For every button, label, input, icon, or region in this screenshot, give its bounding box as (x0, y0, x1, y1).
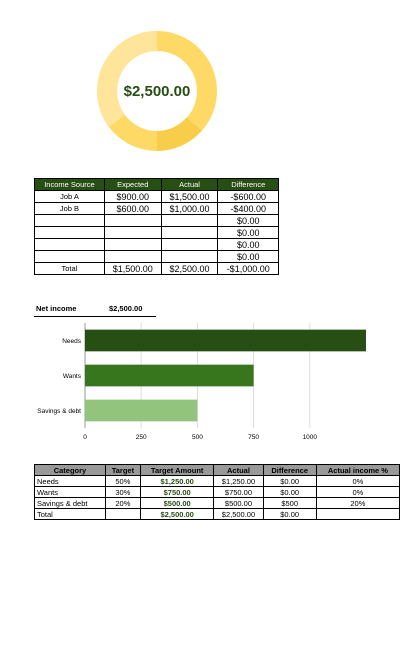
x-tick-label: 1000 (303, 434, 318, 441)
cell-difference[interactable]: $0.00 (262, 475, 317, 487)
cell-expected[interactable] (103, 214, 162, 227)
cell-total-difference[interactable]: -$1,000.00 (217, 262, 279, 275)
header-actual: Actual (213, 464, 264, 476)
cell-actual[interactable] (160, 250, 219, 263)
cell-difference[interactable]: -$600.00 (217, 190, 279, 203)
cell-total-actual-income-pct[interactable] (315, 508, 401, 520)
bar-needs[interactable] (85, 329, 366, 352)
table-row-total: Total $1,500.00 $2,500.00 -$1,000.00 (34, 262, 279, 275)
cell-source[interactable]: Job B (34, 202, 105, 215)
cell-total-difference[interactable]: $0.00 (262, 508, 317, 520)
income-table-header: Income Source Expected Actual Difference (34, 178, 279, 191)
table-row: Wants 30% $750.00 $750.00 $0.00 0% (34, 486, 401, 498)
header-actual-income-pct: Actual income % (315, 464, 401, 476)
cell-difference[interactable]: $500 (262, 497, 317, 509)
header-target-amount: Target Amount (139, 464, 215, 476)
cell-total-target-amount[interactable]: $2,500.00 (139, 508, 215, 520)
x-tick-label: 750 (248, 434, 259, 441)
cell-total-target[interactable] (104, 508, 141, 520)
category-label: Savings & debt (37, 408, 81, 415)
table-row: $0.00 (34, 226, 279, 239)
net-income-row: Net income $2,500.00 (34, 303, 156, 317)
header-actual: Actual (160, 178, 219, 191)
cell-actual-income-pct[interactable]: 0% (315, 486, 401, 498)
x-tick-label: 500 (192, 434, 203, 441)
cell-difference[interactable]: $0.00 (217, 214, 279, 227)
donut-ring-shade (156, 117, 202, 151)
cell-category[interactable]: Needs (34, 475, 106, 487)
x-tick-label: 0 (83, 434, 87, 441)
cell-target[interactable]: 30% (104, 486, 141, 498)
table-row: Job B $600.00 $1,000.00 -$400.00 (34, 202, 279, 215)
category-label: Needs (62, 338, 82, 345)
donut-svg (97, 31, 217, 151)
table-row: Savings & debt 20% $500.00 $500.00 $500 … (34, 497, 401, 509)
category-label: Wants (63, 373, 82, 380)
table-row: Needs 50% $1,250.00 $1,250.00 $0.00 0% (34, 475, 401, 487)
cell-source[interactable] (34, 226, 105, 239)
cell-difference[interactable]: -$400.00 (217, 202, 279, 215)
cell-actual[interactable]: $1,250.00 (213, 475, 264, 487)
net-income-value[interactable]: $2,500.00 (109, 304, 143, 313)
header-category: Category (34, 464, 106, 476)
cell-actual[interactable]: $1,000.00 (160, 202, 219, 215)
cell-actual[interactable] (160, 238, 219, 251)
table-row: Job A $900.00 $1,500.00 -$600.00 (34, 190, 279, 203)
cell-source[interactable] (34, 238, 105, 251)
header-expected: Expected (103, 178, 162, 191)
cell-total-label[interactable]: Total (34, 262, 105, 275)
donut-center-value: $2,500.00 (123, 82, 191, 100)
cell-total-label[interactable]: Total (34, 508, 106, 520)
cell-source[interactable] (34, 250, 105, 263)
header-difference: Difference (217, 178, 279, 191)
table-row-total: Total $2,500.00 $2,500.00 $0.00 (34, 508, 401, 520)
cell-category[interactable]: Wants (34, 486, 106, 498)
bar-wants[interactable] (85, 364, 254, 387)
cell-target[interactable]: 50% (104, 475, 141, 487)
category-table-header: Category Target Target Amount Actual Dif… (34, 464, 401, 476)
category-table: Category Target Target Amount Actual Dif… (34, 464, 401, 520)
net-income-label: Net income (36, 304, 77, 313)
cell-actual-income-pct[interactable]: 20% (315, 497, 401, 509)
table-row: $0.00 (34, 214, 279, 227)
cell-source[interactable] (34, 214, 105, 227)
table-row: $0.00 (34, 250, 279, 263)
cell-expected[interactable]: $600.00 (103, 202, 162, 215)
cell-total-actual[interactable]: $2,500.00 (160, 262, 219, 275)
cell-actual[interactable]: $1,500.00 (160, 190, 219, 203)
income-donut-chart: $2,500.00 (96, 30, 218, 152)
cell-expected[interactable]: $900.00 (103, 190, 162, 203)
donut-ring-highlight (97, 31, 158, 127)
cell-actual-income-pct[interactable]: 0% (315, 475, 401, 487)
cell-total-actual[interactable]: $2,500.00 (213, 508, 264, 520)
cell-difference[interactable]: $0.00 (217, 250, 279, 263)
cell-target-amount[interactable]: $1,250.00 (139, 475, 215, 487)
header-target: Target (104, 464, 141, 476)
cell-actual[interactable]: $500.00 (213, 497, 264, 509)
cell-difference[interactable]: $0.00 (217, 238, 279, 251)
budget-bar-chart: 0 250 500 750 1000 Needs Wants Savings & debt (37, 323, 366, 441)
cell-total-expected[interactable]: $1,500.00 (103, 262, 162, 275)
cell-expected[interactable] (103, 238, 162, 251)
cell-target[interactable]: 20% (104, 497, 141, 509)
cell-expected[interactable] (103, 250, 162, 263)
cell-source[interactable]: Job A (34, 190, 105, 203)
cell-actual[interactable] (160, 214, 219, 227)
cell-difference[interactable]: $0.00 (262, 486, 317, 498)
cell-target-amount[interactable]: $750.00 (139, 486, 215, 498)
income-table: Income Source Expected Actual Difference… (34, 178, 279, 275)
cell-category[interactable]: Savings & debt (34, 497, 106, 509)
header-difference: Difference (262, 464, 317, 476)
cell-actual[interactable]: $750.00 (213, 486, 264, 498)
cell-actual[interactable] (160, 226, 219, 239)
table-row: $0.00 (34, 238, 279, 251)
header-income-source: Income Source (34, 178, 105, 191)
cell-expected[interactable] (103, 226, 162, 239)
x-tick-label: 250 (136, 434, 147, 441)
bar-savings-debt[interactable] (85, 399, 198, 422)
cell-target-amount[interactable]: $500.00 (139, 497, 215, 509)
cell-difference[interactable]: $0.00 (217, 226, 279, 239)
